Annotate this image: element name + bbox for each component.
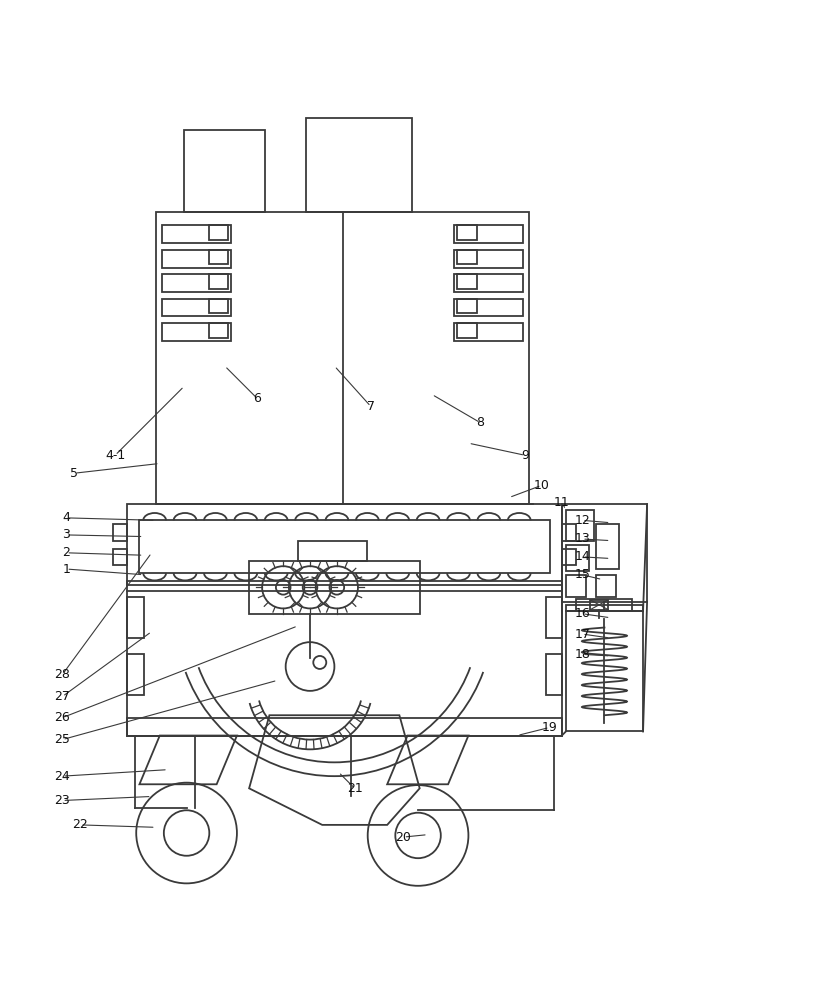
Bar <box>127 504 562 585</box>
Bar <box>457 274 477 289</box>
Bar <box>112 524 127 541</box>
Text: 19: 19 <box>542 721 557 734</box>
Bar <box>566 575 586 597</box>
Text: 5: 5 <box>70 467 78 480</box>
Bar <box>566 605 643 611</box>
Bar <box>575 599 632 611</box>
Bar <box>162 225 231 243</box>
Text: 4-1: 4-1 <box>105 449 126 462</box>
Bar <box>457 250 477 264</box>
Text: 7: 7 <box>367 400 375 413</box>
Text: 1: 1 <box>63 563 70 576</box>
Bar <box>127 581 562 736</box>
Bar <box>596 575 616 597</box>
Bar <box>209 250 228 264</box>
Bar <box>209 225 228 240</box>
Bar <box>127 654 143 695</box>
Bar <box>162 323 231 341</box>
Text: 21: 21 <box>347 782 363 795</box>
Text: 14: 14 <box>575 550 590 563</box>
Text: 23: 23 <box>55 794 70 807</box>
Bar <box>156 212 529 504</box>
Bar <box>545 597 562 638</box>
Text: 2: 2 <box>63 546 70 559</box>
Bar <box>209 274 228 289</box>
Bar <box>209 299 228 313</box>
Bar <box>162 274 231 292</box>
Text: 17: 17 <box>575 628 590 641</box>
Bar <box>454 250 523 268</box>
Bar <box>162 299 231 316</box>
Bar <box>457 323 477 338</box>
Bar <box>297 541 367 561</box>
Bar <box>562 549 576 565</box>
Bar <box>596 524 619 569</box>
Bar <box>127 718 562 736</box>
Text: 16: 16 <box>575 607 590 620</box>
Text: 24: 24 <box>55 770 70 783</box>
Bar <box>454 323 523 341</box>
Text: 4: 4 <box>63 511 70 524</box>
Text: 6: 6 <box>253 392 261 405</box>
Bar <box>454 299 523 316</box>
Bar <box>457 225 477 240</box>
Text: 3: 3 <box>63 528 70 541</box>
Bar <box>545 654 562 695</box>
Text: 25: 25 <box>55 733 70 746</box>
Text: 28: 28 <box>55 668 70 681</box>
Text: 12: 12 <box>575 514 590 527</box>
Text: 10: 10 <box>534 479 549 492</box>
Bar <box>562 504 647 602</box>
Bar <box>590 600 608 610</box>
Text: 13: 13 <box>575 532 590 545</box>
Bar <box>562 524 576 541</box>
Bar <box>249 561 420 614</box>
Bar <box>139 520 549 573</box>
Text: 15: 15 <box>575 568 590 581</box>
Text: 9: 9 <box>522 449 529 462</box>
Text: 22: 22 <box>73 818 88 831</box>
Bar <box>306 118 412 212</box>
Bar <box>454 274 523 292</box>
Text: 26: 26 <box>55 711 70 724</box>
Bar <box>127 597 143 638</box>
Bar <box>112 549 127 565</box>
Text: 18: 18 <box>575 648 590 661</box>
Bar <box>454 225 523 243</box>
Text: 20: 20 <box>395 831 412 844</box>
Text: 11: 11 <box>554 496 570 509</box>
Bar <box>566 545 588 571</box>
Bar <box>184 130 266 212</box>
Bar <box>457 299 477 313</box>
Bar <box>566 510 594 541</box>
Bar <box>566 611 643 731</box>
Text: 8: 8 <box>477 416 485 429</box>
Bar <box>209 323 228 338</box>
Bar <box>162 250 231 268</box>
Text: 27: 27 <box>55 690 70 703</box>
